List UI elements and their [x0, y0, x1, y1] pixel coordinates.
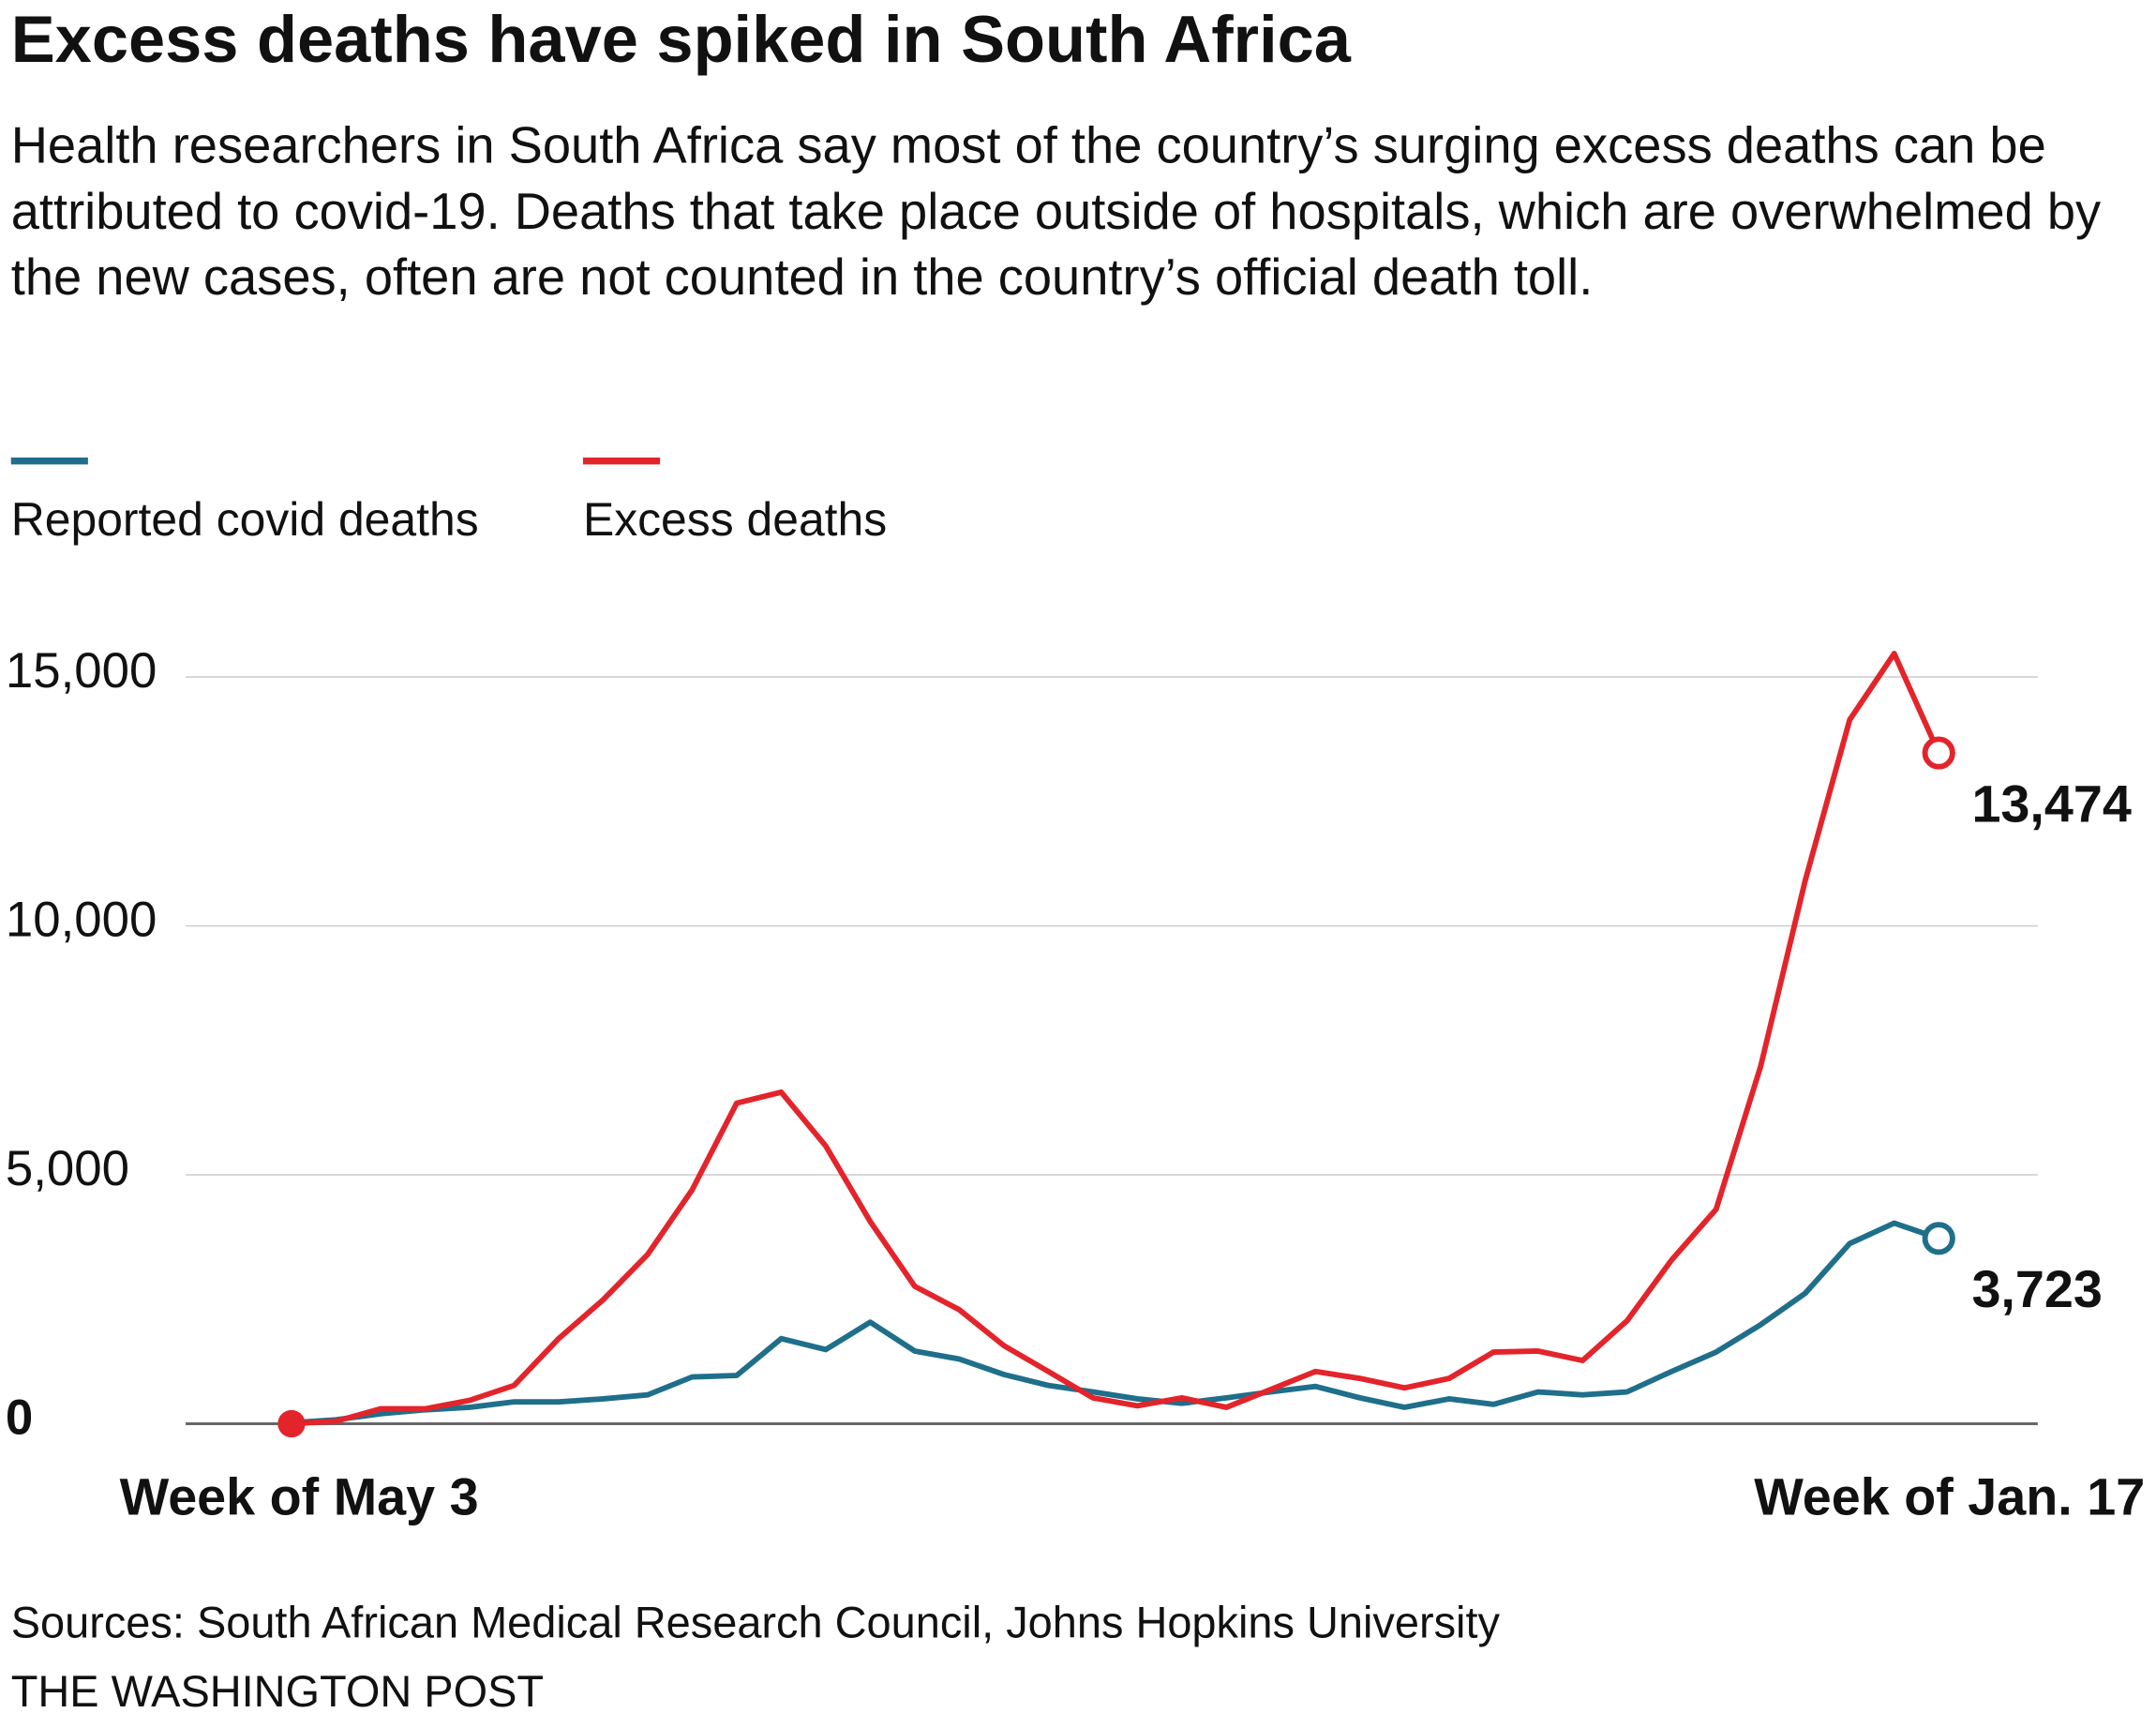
y-tick-label: 15,000 [6, 643, 157, 699]
series-line [291, 651, 1941, 1427]
chart-subtitle: Health researchers in South Africa say m… [10, 117, 2102, 306]
y-tick-label: 10,000 [6, 893, 157, 948]
legend-label: Excess deaths [583, 493, 887, 546]
subtitle-box: Health researchers in South Africa say m… [10, 117, 2102, 306]
chart-title: Excess deaths have spiked in South Afric… [11, 2, 1352, 76]
series-line [291, 1220, 1940, 1426]
legend-label: Reported covid deaths [11, 493, 479, 546]
value-label: 3,723 [1971, 1260, 2102, 1318]
value-label: 13,474 [1971, 774, 2131, 833]
end-marker [1922, 736, 1955, 770]
x-tick-label: Week of Jan. 17 [1754, 1467, 2145, 1525]
plot: 0 5,000 10,000 15,000 Week of May 3 Week of J… [6, 458, 2145, 1525]
x-tick-label: Week of May 3 [120, 1467, 479, 1525]
source: Sources: South African Medical Research … [11, 1599, 1501, 1647]
start-marker [277, 1409, 306, 1438]
y-tick-label: 0 [6, 1390, 33, 1446]
credit: THE WASHINGTON POST [11, 1667, 544, 1716]
end-marker [1922, 1222, 1955, 1255]
y-tick-label: 5,000 [6, 1141, 129, 1196]
